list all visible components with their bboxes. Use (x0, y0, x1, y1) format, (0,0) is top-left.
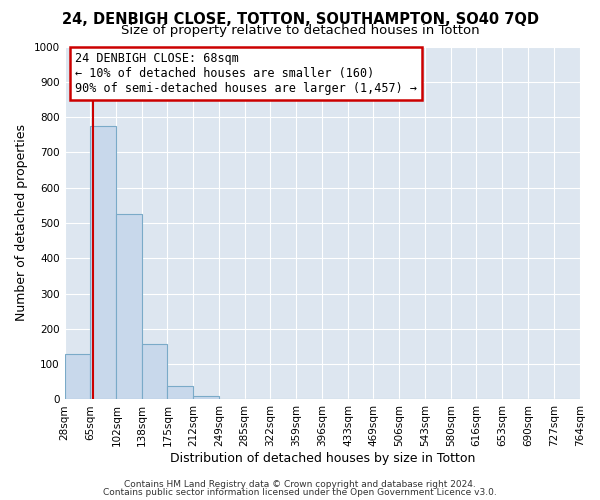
Text: Contains HM Land Registry data © Crown copyright and database right 2024.: Contains HM Land Registry data © Crown c… (124, 480, 476, 489)
Bar (116, 214, 142, 400)
Bar (193, 396, 220, 400)
Text: 24 DENBIGH CLOSE: 68sqm
← 10% of detached houses are smaller (160)
90% of semi-d: 24 DENBIGH CLOSE: 68sqm ← 10% of detache… (75, 52, 417, 95)
Text: Size of property relative to detached houses in Totton: Size of property relative to detached ho… (121, 24, 479, 37)
Bar (91, 126, 116, 400)
Bar (167, 386, 193, 400)
Bar (142, 344, 167, 400)
Y-axis label: Number of detached properties: Number of detached properties (15, 124, 28, 322)
X-axis label: Distribution of detached houses by size in Totton: Distribution of detached houses by size … (170, 452, 475, 465)
Text: Contains public sector information licensed under the Open Government Licence v3: Contains public sector information licen… (103, 488, 497, 497)
Bar (65, 354, 91, 400)
Text: 24, DENBIGH CLOSE, TOTTON, SOUTHAMPTON, SO40 7QD: 24, DENBIGH CLOSE, TOTTON, SOUTHAMPTON, … (62, 12, 539, 28)
